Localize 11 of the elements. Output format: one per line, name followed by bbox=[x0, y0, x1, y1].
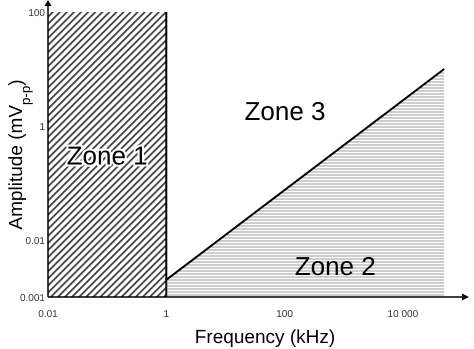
x-tick-label: 0.01 bbox=[38, 309, 58, 320]
x-tick-label: 1 bbox=[164, 309, 170, 320]
series-label: Zone 2 bbox=[294, 251, 376, 281]
y-tick-label: 0.001 bbox=[20, 293, 46, 304]
y-tick-label: 0.01 bbox=[26, 236, 46, 247]
x-tick-label: 10 000 bbox=[388, 309, 419, 320]
x-axis-title: Frequency (kHz) bbox=[194, 327, 336, 348]
x-tick-label: 100 bbox=[276, 309, 294, 320]
y-tick-label: 1 bbox=[39, 122, 46, 133]
annotation: Zone 3 bbox=[244, 96, 326, 126]
y-tick-label: 100 bbox=[28, 8, 46, 19]
